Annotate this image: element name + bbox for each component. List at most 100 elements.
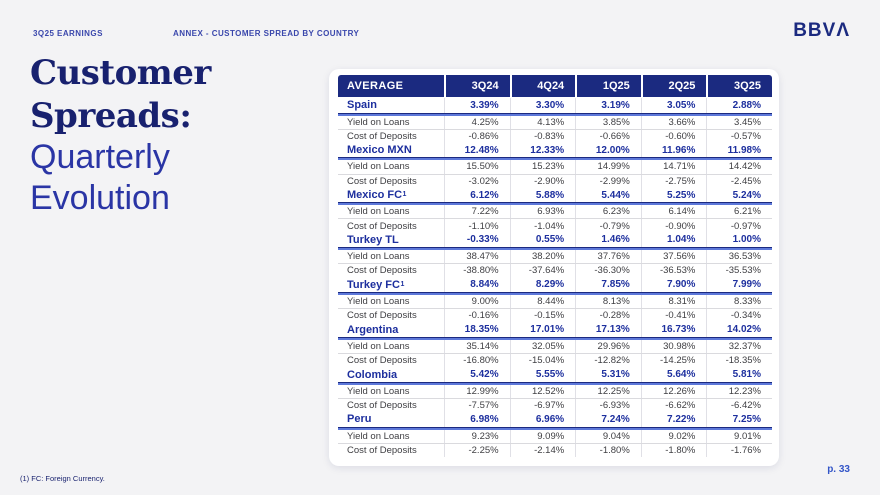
value-cell: 5.25%: [640, 187, 707, 203]
value-cell: 11.96%: [640, 142, 707, 158]
cost-row-argentina: Cost of Deposits -16.80% -15.04% -12.82% -14…: [338, 354, 772, 368]
value-cell: 6.98%: [444, 412, 510, 427]
value-cell: -1.10%: [444, 219, 510, 233]
value-cell: 17.01%: [509, 322, 576, 337]
column-header-2q25: 2Q25: [642, 75, 707, 97]
title-sub: Quarterly Evolution: [30, 138, 170, 217]
country-row-peru: Peru 6.98% 6.96% 7.24% 7.22% 7.25%: [338, 412, 772, 428]
value-cell: -2.99%: [575, 174, 641, 188]
row-label: Yield on Loans: [347, 206, 410, 218]
value-cell: -0.28%: [575, 309, 641, 323]
value-cell: 8.44%: [509, 295, 576, 309]
value-cell: 3.19%: [575, 98, 641, 113]
value-cell: -0.33%: [444, 232, 510, 248]
value-cell: -2.14%: [509, 443, 576, 457]
value-cell: 1.04%: [640, 232, 707, 248]
cost-row-mexico-mxn: Cost of Deposits -3.02% -2.90% -2.99% -2.75%…: [338, 174, 772, 188]
value-cell: 6.21%: [706, 205, 772, 219]
yield-row-turkey-fc-1: Yield on Loans 9.00% 8.44% 8.13% 8.31% 8.33%: [338, 295, 772, 310]
value-cell: 12.23%: [706, 384, 772, 398]
value-cell: -7.57%: [444, 398, 510, 413]
value-cell: -0.57%: [706, 129, 772, 143]
value-cell: 5.42%: [444, 367, 510, 382]
country-divider: [338, 203, 772, 206]
row-label: Cost of Deposits: [347, 175, 417, 187]
column-header-4q24: 4Q24: [511, 75, 576, 97]
footnote: (1) FC: Foreign Currency.: [20, 474, 105, 483]
value-cell: 5.55%: [509, 367, 576, 382]
row-label: Cost of Deposits: [347, 310, 417, 322]
value-cell: 6.12%: [444, 187, 510, 203]
value-cell: -1.80%: [575, 443, 641, 457]
row-label: Cost of Deposits: [347, 130, 417, 142]
value-cell: 6.93%: [509, 205, 576, 219]
value-cell: 7.90%: [640, 277, 707, 292]
value-cell: 9.04%: [575, 429, 641, 443]
eyebrow-earnings: 3Q25 EARNINGS: [33, 29, 103, 38]
value-cell: -36.30%: [575, 264, 641, 278]
value-cell: 3.30%: [509, 98, 576, 113]
country-divider: [338, 427, 772, 430]
value-cell: 37.56%: [640, 250, 707, 264]
row-label: Cost of Deposits: [347, 220, 417, 232]
value-cell: 29.96%: [575, 339, 641, 354]
page-title: Customer Spreads: Quarterly Evolution: [30, 52, 310, 219]
value-cell: 6.14%: [640, 205, 707, 219]
row-label: Cost of Deposits: [347, 444, 417, 456]
value-cell: -6.62%: [640, 398, 707, 413]
value-cell: 36.53%: [706, 250, 772, 264]
value-cell: 0.55%: [509, 232, 576, 248]
yield-row-mexico-mxn: Yield on Loans 15.50% 15.23% 14.99% 14.71% 14…: [338, 160, 772, 175]
value-cell: 17.13%: [575, 322, 641, 337]
value-cell: 5.81%: [706, 367, 772, 382]
value-cell: -12.82%: [575, 354, 641, 368]
value-cell: -38.80%: [444, 264, 510, 278]
value-cell: -0.83%: [509, 129, 576, 143]
country-row-spain: Spain 3.39% 3.30% 3.19% 3.05% 2.88%: [338, 98, 772, 114]
value-cell: 8.29%: [509, 277, 576, 292]
value-cell: -0.15%: [509, 309, 576, 323]
value-cell: 7.22%: [640, 412, 707, 427]
spreads-table-card: AVERAGE 3Q24 4Q24 1Q25 2Q25 3Q25 Spain 3.39% 3.…: [329, 69, 779, 466]
value-cell: 3.85%: [575, 115, 641, 129]
value-cell: 6.23%: [575, 205, 641, 219]
row-label: Turkey FC 1: [347, 278, 405, 291]
row-label: Mexico FC 1: [347, 189, 407, 201]
country-divider: [338, 158, 772, 161]
row-label: Turkey TL: [347, 233, 399, 246]
row-label: Peru: [347, 413, 372, 426]
value-cell: -15.04%: [509, 354, 576, 368]
value-cell: 8.33%: [706, 295, 772, 309]
row-label: Yield on Loans: [347, 116, 410, 128]
value-cell: 8.31%: [640, 295, 707, 309]
value-cell: -0.60%: [640, 129, 707, 143]
column-header-3q25: 3Q25: [708, 75, 772, 97]
row-label: Yield on Loans: [347, 385, 410, 397]
value-cell: -37.64%: [509, 264, 576, 278]
column-header-1q25: 1Q25: [577, 75, 641, 97]
cost-row-turkey-fc-1: Cost of Deposits -0.16% -0.15% -0.28% -0.41%…: [338, 309, 772, 323]
value-cell: 12.26%: [640, 384, 707, 398]
value-cell: -18.35%: [706, 354, 772, 368]
yield-row-argentina: Yield on Loans 35.14% 32.05% 29.96% 30.98% 32…: [338, 339, 772, 355]
value-cell: 7.22%: [444, 205, 510, 219]
value-cell: 11.98%: [706, 142, 772, 158]
value-cell: 12.48%: [444, 142, 510, 158]
value-cell: 16.73%: [640, 322, 707, 337]
value-cell: 30.98%: [640, 339, 707, 354]
page-number: p. 33: [827, 464, 850, 475]
value-cell: -6.93%: [575, 398, 641, 413]
country-row-turkey-fc-1: Turkey FC 1 8.84% 8.29% 7.85% 7.90% 7.99%: [338, 277, 772, 293]
yield-row-spain: Yield on Loans 4.25% 4.13% 3.85% 3.66% 3.45%: [338, 115, 772, 130]
value-cell: -2.75%: [640, 174, 707, 188]
title-main: Customer Spreads:: [30, 53, 211, 136]
value-cell: -16.80%: [444, 354, 510, 368]
value-cell: 4.13%: [509, 115, 576, 129]
value-cell: 18.35%: [444, 322, 510, 337]
row-label: Argentina: [347, 323, 399, 336]
value-cell: -1.04%: [509, 219, 576, 233]
value-cell: 14.99%: [575, 160, 641, 174]
value-cell: 3.45%: [706, 115, 772, 129]
value-cell: -6.42%: [706, 398, 772, 413]
